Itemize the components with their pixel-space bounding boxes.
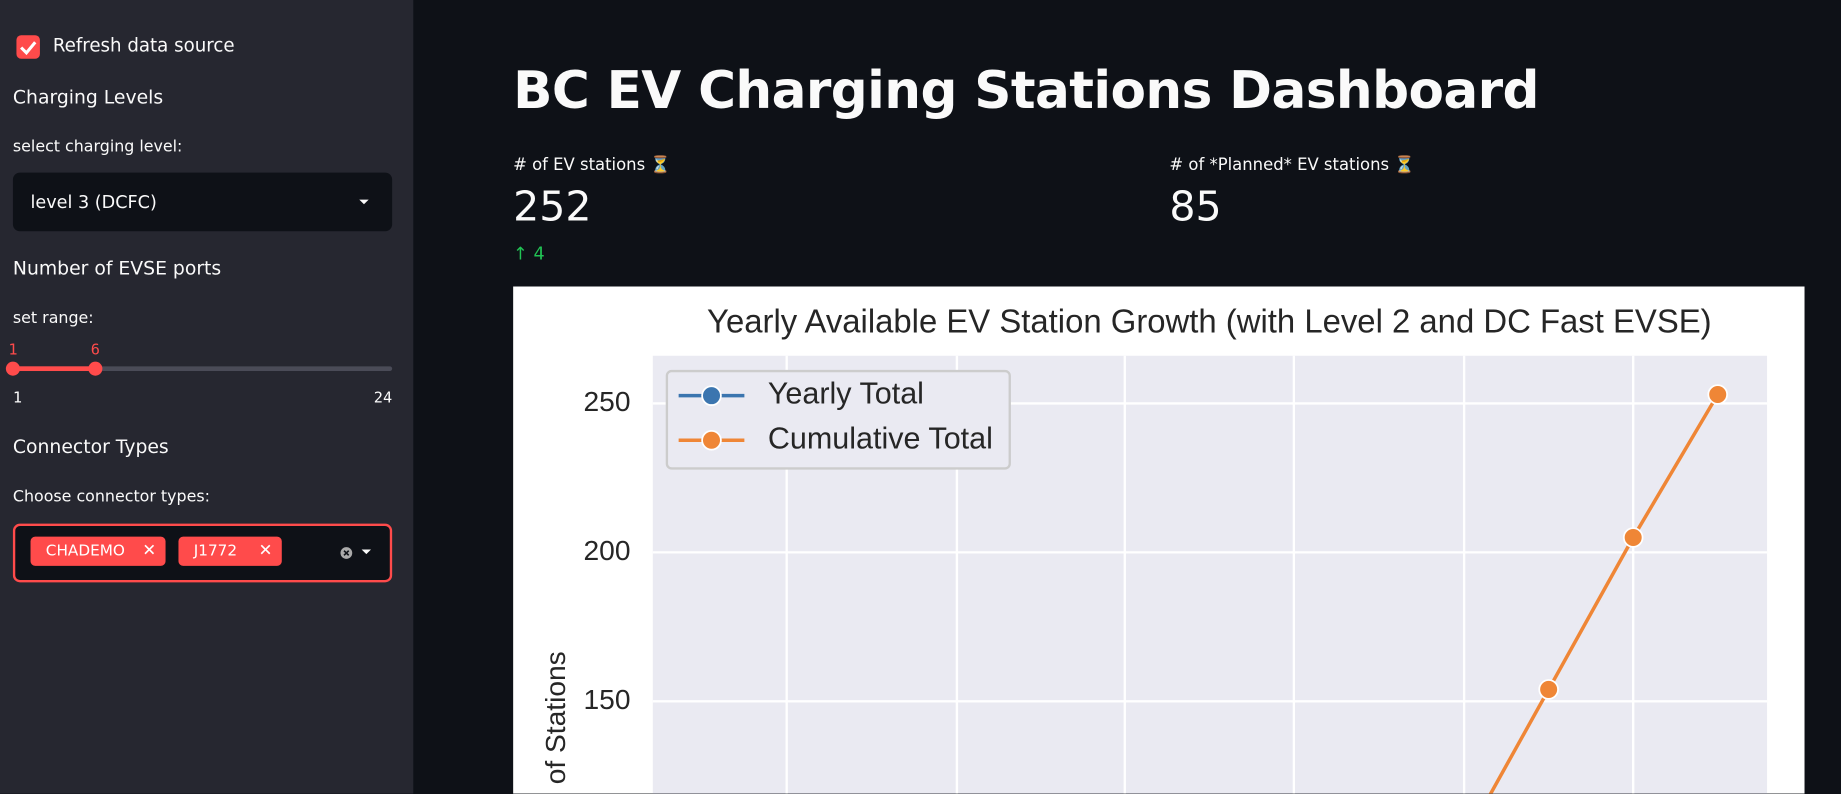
tag-label: J1772 (193, 542, 238, 561)
data-point (1622, 527, 1644, 548)
clear-and-arrow[interactable] (338, 545, 380, 561)
slider-value: 1 (8, 340, 17, 358)
slider-max: 24 (374, 389, 392, 407)
field-label: Choose connector types: (12, 487, 210, 507)
select-value: level 3 (DCFC) (30, 191, 157, 213)
metric-value: 252 (513, 184, 592, 232)
check-icon (20, 41, 37, 56)
chart-title: Yearly Available EV Station Growth (with… (707, 303, 1712, 340)
metric-label: # of EV stations ⏳ (513, 156, 671, 175)
field-label: select charging level: (12, 137, 183, 157)
data-point (1538, 679, 1559, 700)
field-label: set range: (12, 308, 94, 328)
delta-value: 4 (533, 243, 545, 265)
sidebar: Refresh data source Charging Levels sele… (0, 0, 414, 794)
legend-box (665, 369, 1011, 470)
checkbox[interactable] (16, 35, 40, 59)
page-title: BC EV Charging Stations Dashboard (513, 61, 1539, 121)
slider-range (12, 366, 96, 372)
legend-label: Yearly Total (768, 377, 924, 411)
slider-thumb (88, 361, 103, 376)
data-point (1707, 384, 1728, 405)
series-line (1488, 393, 1720, 794)
y-tick-label: 200 (584, 534, 631, 566)
legend-marker (701, 430, 722, 451)
checkbox-label[interactable]: Refresh data source (52, 35, 235, 57)
section-heading: Connector Types (12, 435, 169, 458)
y-axis-label: of Stations (539, 651, 571, 784)
legend-marker (701, 385, 722, 406)
multiselect-box[interactable]: CHADEMO ✕ J1772 ✕ (12, 523, 393, 583)
section-heading: Number of EVSE ports (12, 257, 222, 280)
dropdown-arrow (359, 199, 369, 205)
metric-value: 85 (1169, 184, 1222, 232)
y-tick-label: 150 (584, 683, 631, 715)
vertical-grid (785, 355, 1635, 794)
tag-label: CHADEMO (45, 542, 125, 561)
tag[interactable]: J1772 ✕ (178, 536, 282, 566)
metric-delta: ↑ 4 (513, 243, 545, 264)
legend-label: Cumulative Total (768, 421, 993, 455)
tag-remove[interactable]: ✕ (142, 541, 157, 561)
metric-label: # of *Planned* EV stations ⏳ (1169, 156, 1415, 175)
y-tick-label: 250 (584, 385, 631, 417)
slider-thumb (5, 361, 20, 376)
slider-min: 1 (13, 389, 22, 407)
tag-remove[interactable]: ✕ (258, 541, 273, 561)
legend: Yearly Total Cumulative Total (665, 369, 1011, 470)
slider-value: 6 (91, 340, 100, 358)
range-slider[interactable]: 1 6 1 24 (0, 335, 413, 411)
tag[interactable]: CHADEMO ✕ (30, 536, 166, 566)
chart: Yearly Available EV Station Growth (with… (513, 286, 1805, 794)
select-box[interactable]: level 3 (DCFC) (12, 172, 393, 232)
delta-arrow: ↑ (513, 243, 534, 265)
section-heading: Charging Levels (12, 85, 164, 109)
slider-track (12, 366, 393, 372)
